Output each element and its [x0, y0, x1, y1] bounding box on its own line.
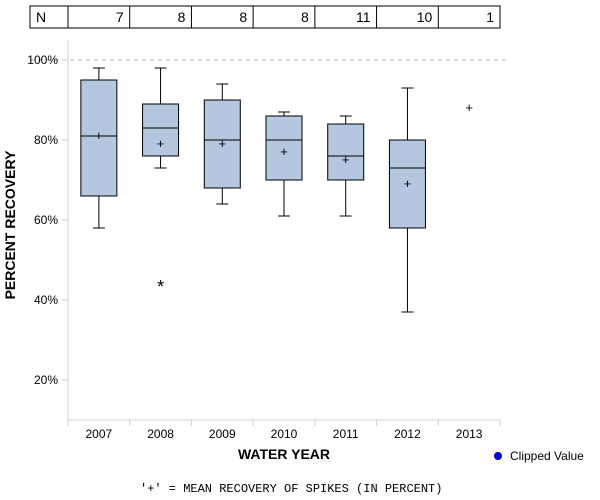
svg-text:7: 7	[116, 9, 124, 25]
svg-text:1: 1	[486, 9, 494, 25]
y-axis-label: PERCENT RECOVERY	[2, 151, 18, 300]
svg-text:80%: 80%	[34, 133, 58, 147]
svg-text:2009: 2009	[209, 427, 236, 441]
svg-text:+: +	[280, 144, 288, 159]
svg-text:+: +	[465, 100, 473, 115]
svg-text:8: 8	[239, 9, 247, 25]
svg-text:2012: 2012	[394, 427, 421, 441]
svg-text:11: 11	[356, 9, 371, 25]
footer-caption: '+' = MEAN RECOVERY OF SPIKES (IN PERCEN…	[140, 482, 442, 496]
svg-text:2011: 2011	[333, 427, 359, 441]
x-axis-label: WATER YEAR	[224, 446, 344, 462]
svg-text:8: 8	[178, 9, 186, 25]
svg-text:+: +	[157, 136, 165, 151]
svg-text:2010: 2010	[271, 427, 298, 441]
svg-text:+: +	[95, 128, 103, 143]
svg-text:+: +	[342, 152, 350, 167]
svg-text:N: N	[36, 9, 46, 25]
svg-text:40%: 40%	[34, 293, 58, 307]
svg-text:20%: 20%	[34, 373, 58, 387]
svg-text:2013: 2013	[456, 427, 483, 441]
svg-text:2008: 2008	[147, 427, 174, 441]
svg-text:*: *	[157, 277, 164, 297]
svg-text:+: +	[218, 136, 226, 151]
boxplot-chart: N 7 8 8 8 11 10 1 20% 40% 60% 80% 100% 2007 2008 2009 20…	[0, 0, 600, 500]
svg-text:100%: 100%	[27, 53, 58, 67]
svg-text:10: 10	[417, 9, 433, 25]
svg-text:8: 8	[301, 9, 309, 25]
legend-label: Clipped Value	[510, 449, 584, 463]
svg-text:2007: 2007	[86, 427, 113, 441]
svg-text:60%: 60%	[34, 213, 58, 227]
svg-text:+: +	[404, 176, 412, 191]
